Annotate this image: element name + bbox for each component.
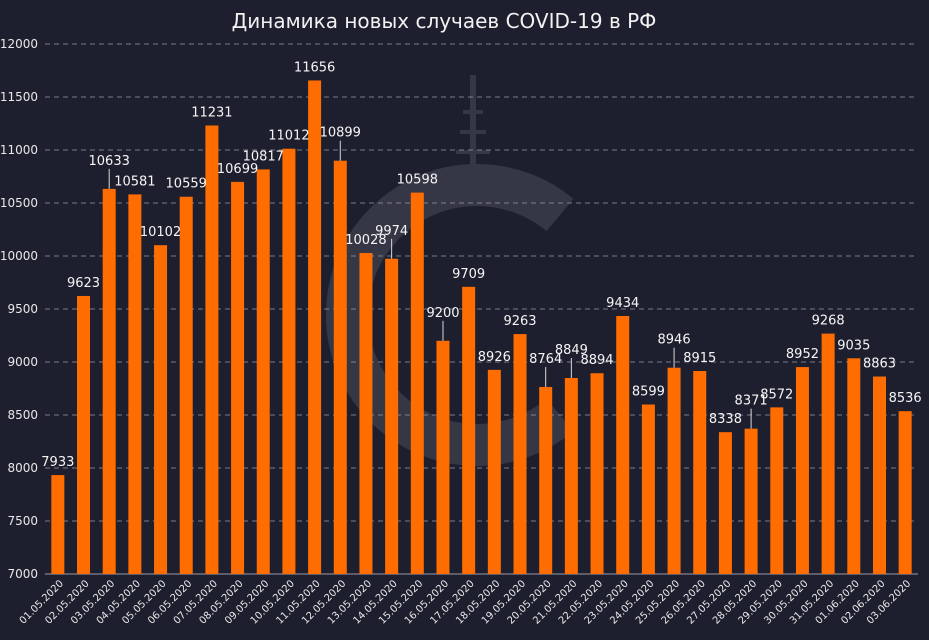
- data-label: 8849: [555, 343, 588, 358]
- bar: [795, 367, 809, 574]
- y-tick-label: 8500: [7, 408, 38, 422]
- bar: [821, 333, 835, 574]
- bar: [641, 404, 655, 574]
- bar: [564, 378, 578, 574]
- bar: [333, 160, 347, 574]
- data-label: 10817: [243, 149, 284, 164]
- bar: [872, 376, 886, 574]
- data-label: 10598: [397, 173, 438, 188]
- data-label: 9709: [452, 267, 485, 282]
- bar: [693, 371, 707, 574]
- y-tick-label: 11000: [0, 143, 38, 157]
- bar: [205, 125, 219, 574]
- bar: [539, 387, 553, 574]
- y-tick-label: 10000: [0, 249, 38, 263]
- y-tick-label: 7000: [7, 567, 38, 581]
- data-label: 9035: [837, 338, 870, 353]
- y-tick-label: 7500: [7, 514, 38, 528]
- data-label: 9974: [375, 224, 408, 239]
- data-label: 8371: [735, 394, 768, 409]
- bar: [102, 188, 116, 575]
- bar: [847, 358, 861, 574]
- data-label: 8915: [683, 351, 716, 366]
- data-label: 10559: [166, 177, 207, 192]
- data-label: 8926: [478, 350, 511, 365]
- data-label: 8952: [786, 347, 819, 362]
- bar: [436, 340, 450, 574]
- y-tick-label: 10500: [0, 196, 38, 210]
- bar: [513, 334, 527, 574]
- data-label: 11656: [294, 60, 335, 75]
- y-tick-label: 8000: [7, 461, 38, 475]
- bar: [308, 80, 322, 575]
- data-label: 10102: [140, 225, 181, 240]
- data-label: 9623: [67, 276, 100, 291]
- data-label: 8946: [658, 333, 691, 348]
- y-tick-label: 11500: [0, 90, 38, 104]
- bar: [410, 192, 424, 574]
- x-axis: 01.05.202002.05.202003.05.202004.05.2020…: [18, 578, 914, 626]
- data-label: 10633: [89, 154, 130, 169]
- data-label: 11012: [268, 129, 309, 144]
- data-label: 8572: [760, 387, 793, 402]
- watermark-logo: [325, 75, 574, 466]
- bar: [385, 258, 399, 574]
- bar: [359, 253, 373, 575]
- bar: [282, 148, 296, 574]
- data-label: 11231: [191, 106, 232, 121]
- data-label: 9263: [503, 314, 536, 329]
- data-label: 10899: [320, 126, 361, 141]
- bar: [128, 194, 142, 574]
- data-label: 9434: [606, 296, 639, 311]
- y-tick-label: 9500: [7, 302, 38, 316]
- data-label: 9200: [426, 306, 459, 321]
- bar: [256, 169, 270, 574]
- bar: [231, 181, 245, 574]
- bar: [898, 411, 912, 574]
- bar: [154, 245, 168, 575]
- y-axis: 7000 7500 8000 8500 9000 9500 10000 10500 11000 1…: [0, 37, 38, 581]
- grid: [45, 43, 918, 575]
- bar: [462, 286, 476, 574]
- data-label: 9268: [812, 314, 845, 329]
- data-label: 8863: [863, 357, 896, 372]
- data-label: 8764: [529, 352, 562, 367]
- chart-title: Динамика новых случаев COVID-19 в РФ: [232, 9, 657, 33]
- data-label: 7933: [41, 455, 74, 470]
- bar: [744, 428, 758, 574]
- bar: [487, 369, 501, 574]
- bar: [179, 196, 193, 574]
- bar: [77, 295, 91, 574]
- data-label: 8894: [580, 353, 613, 368]
- bar: [718, 432, 732, 574]
- data-labels: 7933962310633105811010210559112311069910…: [41, 60, 921, 470]
- data-label: 8599: [632, 385, 665, 400]
- data-label: 10699: [217, 162, 258, 177]
- y-tick-label: 12000: [0, 37, 38, 51]
- data-label: 8338: [709, 412, 742, 427]
- data-label: 10028: [345, 233, 386, 248]
- bar: [770, 407, 784, 574]
- bars: [51, 80, 912, 575]
- data-label: 10581: [114, 174, 155, 189]
- bar: [51, 475, 65, 574]
- bar: [616, 315, 630, 574]
- data-label: 8536: [889, 391, 922, 406]
- bar: [590, 373, 604, 574]
- bar: [667, 367, 681, 574]
- y-tick-label: 9000: [7, 355, 38, 369]
